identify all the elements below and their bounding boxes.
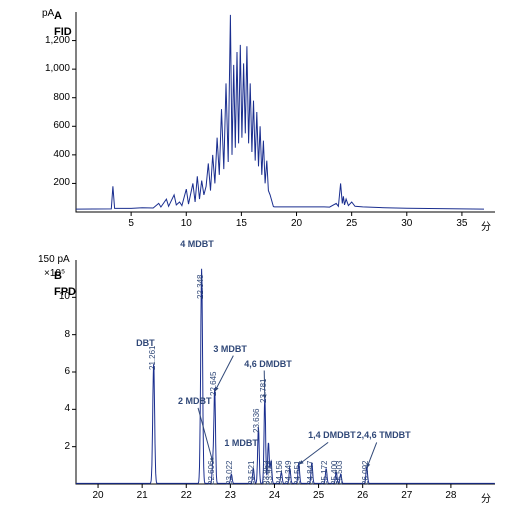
x-unit-label: 分 — [481, 218, 491, 233]
y-tick-label: 10 — [40, 291, 70, 302]
x-tick-label: 21 — [132, 490, 152, 501]
y-tick-label: 400 — [40, 149, 70, 160]
x-tick-label: 10 — [176, 218, 196, 229]
x-tick-label: 22 — [176, 490, 196, 501]
x-tick-label: 27 — [397, 490, 417, 501]
retention-time-label: 24.156 — [275, 461, 284, 485]
y-scale-label: ×10⁵ — [44, 268, 65, 279]
y-tick-label: 2 — [40, 441, 70, 452]
retention-time-label: 21.261 — [148, 345, 157, 369]
x-tick-label: 24 — [264, 490, 284, 501]
compound-annotation: 4,6 DMDBT — [244, 359, 292, 369]
retention-time-label: 23.636 — [252, 409, 261, 433]
x-tick-label: 20 — [88, 490, 108, 501]
y-tick-label: 800 — [40, 92, 70, 103]
x-tick-label: 5 — [121, 218, 141, 229]
compound-annotation: 2,4,6 TMDBT — [357, 430, 411, 440]
x-tick-label: 30 — [397, 218, 417, 229]
retention-time-label: 24.551 — [293, 461, 302, 485]
retention-time-label: 23.922 — [265, 461, 274, 485]
compound-annotation: 4 MDBT — [180, 239, 214, 249]
compound-annotation: 3 MDBT — [213, 344, 247, 354]
retention-time-label: 24.349 — [284, 461, 293, 485]
x-tick-label: 28 — [441, 490, 461, 501]
y-tick-label: 1,200 — [40, 35, 70, 46]
x-tick-label: 35 — [452, 218, 472, 229]
retention-time-label: 22.348 — [196, 275, 205, 299]
y-tick-label: 8 — [40, 329, 70, 340]
x-tick-label: 25 — [342, 218, 362, 229]
y-unit-label: 150 pA — [38, 254, 70, 265]
bottom-chart-panel: B FPD 21.26122.34822.60622.64523.02223.5… — [40, 252, 500, 507]
retention-time-label: 24.847 — [306, 461, 315, 485]
y-tick-label: 200 — [40, 177, 70, 188]
x-tick-label: 20 — [287, 218, 307, 229]
compound-annotation: 1,4 DMDBT — [308, 430, 356, 440]
compound-annotation: DBT — [136, 338, 155, 348]
retention-time-label: 26.092 — [361, 461, 370, 485]
retention-time-label: 25.503 — [335, 461, 344, 485]
fid-trace — [76, 15, 484, 209]
y-tick-label: 600 — [40, 120, 70, 131]
top-chart-panel: A FID 51015202530352004006008001,0001,20… — [40, 6, 500, 236]
y-tick-label: 1,000 — [40, 63, 70, 74]
retention-time-label: 22.606 — [207, 461, 216, 485]
y-tick-label: 4 — [40, 403, 70, 414]
retention-time-label: 23.781 — [259, 379, 268, 403]
compound-annotation: 2 MDBT — [178, 396, 212, 406]
retention-time-label: 23.521 — [247, 461, 256, 485]
retention-time-label: 22.645 — [209, 371, 218, 395]
y-unit-label: pA — [42, 8, 54, 19]
x-unit-label: 分 — [481, 490, 491, 505]
x-tick-label: 15 — [231, 218, 251, 229]
x-tick-label: 23 — [220, 490, 240, 501]
fpd-trace — [76, 269, 495, 484]
x-tick-label: 26 — [353, 490, 373, 501]
y-tick-label: 6 — [40, 366, 70, 377]
top-chart-svg — [40, 6, 500, 236]
compound-annotation: 1 MDBT — [224, 438, 258, 448]
panel-letter-a: A — [54, 10, 62, 22]
retention-time-label: 23.022 — [225, 461, 234, 485]
x-tick-label: 25 — [309, 490, 329, 501]
retention-time-label: 25.172 — [320, 461, 329, 485]
